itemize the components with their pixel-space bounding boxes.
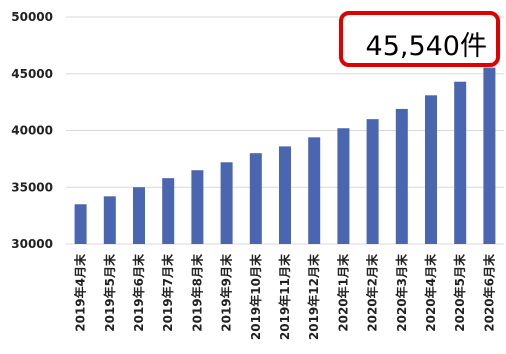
x-tick-label: 2019年9月末	[219, 253, 234, 332]
bar	[395, 108, 408, 244]
x-axis-ticks: 2019年4月末 2019年5月末 2019年6月末 2019年7月末 2019年8月末…	[73, 253, 497, 340]
x-tick-label: 2020年5月末	[452, 253, 467, 332]
y-tick-label: 35000	[11, 180, 53, 194]
bar	[162, 178, 175, 244]
y-axis-ticks: 30000 35000 40000 45000 50000	[11, 10, 53, 251]
y-tick-label: 50000	[11, 10, 53, 24]
x-tick-label: 2019年5月末	[102, 253, 117, 332]
x-tick-label: 2020年2月末	[365, 253, 380, 332]
x-tick-label: 2020年6月末	[481, 253, 496, 332]
y-tick-label: 40000	[11, 124, 53, 138]
bar	[279, 146, 291, 244]
x-tick-label: 2019年6月末	[131, 253, 146, 332]
bar	[425, 95, 437, 244]
callout-box: 45,540件	[339, 11, 500, 67]
bar	[133, 187, 145, 244]
bar	[220, 162, 233, 244]
callout-value: 45,540件	[365, 31, 487, 62]
bar	[103, 196, 116, 244]
bar	[454, 81, 467, 244]
x-tick-label: 2019年10月末	[248, 253, 263, 340]
x-tick-label: 2020年4月末	[423, 253, 438, 332]
x-tick-label: 2019年4月末	[73, 253, 88, 332]
x-tick-label: 2019年12月末	[306, 253, 321, 340]
y-tick-label: 45000	[11, 67, 53, 81]
bar	[308, 137, 321, 244]
bar	[483, 67, 496, 244]
x-tick-label: 2019年7月末	[160, 253, 175, 332]
x-tick-label: 2019年8月末	[189, 253, 204, 332]
bar	[249, 153, 262, 244]
y-tick-label: 30000	[11, 237, 53, 251]
x-tick-label: 2020年3月末	[394, 253, 409, 332]
bar	[191, 170, 204, 244]
bars	[74, 67, 496, 244]
bar	[337, 128, 350, 244]
x-tick-label: 2019年11月末	[277, 253, 292, 340]
bar	[74, 204, 87, 244]
bar	[366, 119, 379, 244]
x-tick-label: 2020年1月末	[335, 253, 350, 332]
